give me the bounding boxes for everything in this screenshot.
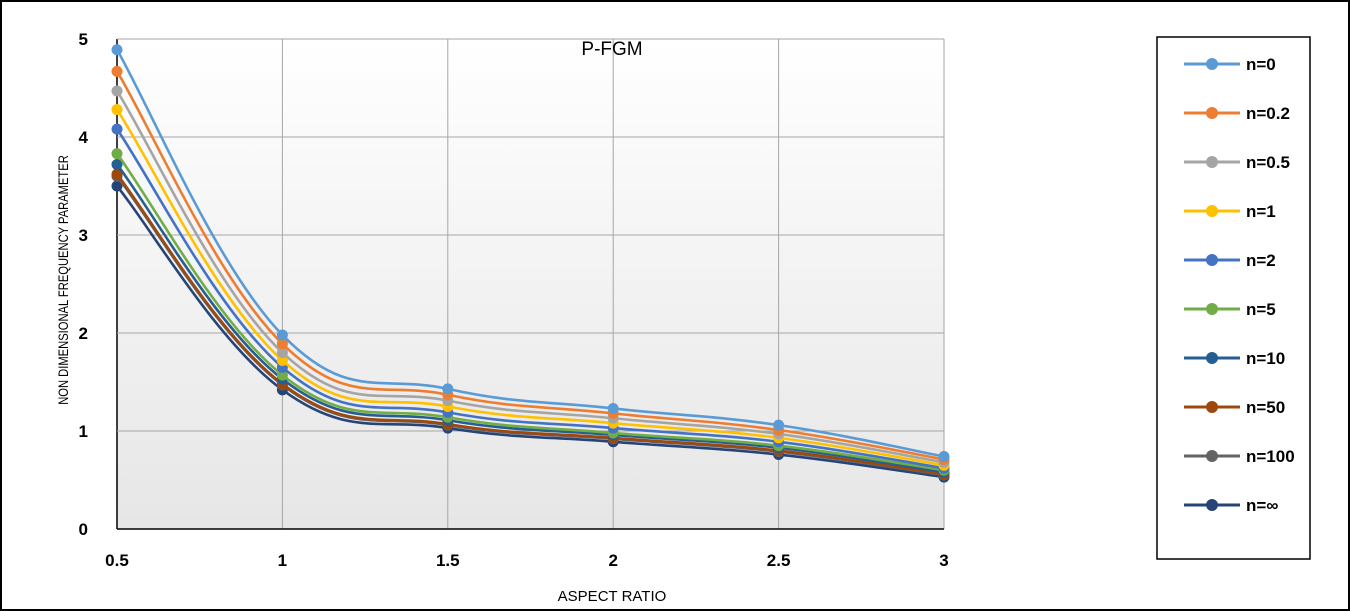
data-point — [111, 123, 123, 135]
plot-area — [117, 39, 944, 529]
legend-item: n=100 — [1184, 447, 1295, 466]
legend-swatch-marker — [1206, 352, 1218, 364]
y-tick-label: 4 — [79, 128, 89, 147]
data-point — [773, 419, 785, 431]
legend-item: n=∞ — [1184, 496, 1278, 515]
legend-swatch-marker — [1206, 450, 1218, 462]
series-line — [115, 185, 945, 479]
data-point — [111, 148, 123, 160]
legend-swatch-marker — [1206, 499, 1218, 511]
data-point — [111, 158, 123, 170]
y-tick-label: 2 — [79, 324, 88, 343]
x-tick-label: 1.5 — [436, 551, 460, 570]
series-n=0 — [111, 44, 950, 462]
data-point — [276, 329, 288, 341]
chart-title: P-FGM — [581, 39, 642, 60]
legend-label: n=5 — [1246, 300, 1276, 319]
legend-label: n=100 — [1246, 447, 1295, 466]
y-axis-title: NON DIMENSIONAL FREQUENCY PARAMETER — [56, 155, 71, 405]
y-tick-label: 5 — [79, 30, 88, 49]
data-point — [938, 450, 950, 462]
data-point — [607, 402, 619, 414]
legend-label: n=0.2 — [1246, 104, 1290, 123]
x-tick-label: 2 — [608, 551, 617, 570]
legend-swatch-marker — [1206, 156, 1218, 168]
data-point — [111, 44, 123, 56]
series-line — [115, 128, 945, 470]
series-line — [115, 152, 945, 472]
y-tick-label: 0 — [79, 520, 88, 539]
legend-item: n=0.5 — [1184, 153, 1290, 172]
data-point — [111, 180, 123, 192]
legend-item: n=50 — [1184, 398, 1285, 417]
data-point — [276, 347, 288, 359]
legend-item: n=0.2 — [1184, 104, 1290, 123]
y-tick-label: 1 — [79, 422, 88, 441]
legend-label: n=0.5 — [1246, 153, 1290, 172]
x-tick-label: 2.5 — [767, 551, 791, 570]
legend-label: n=1 — [1246, 202, 1276, 221]
x-axis-title: ASPECT RATIO — [558, 588, 667, 605]
data-point — [111, 104, 123, 116]
tick-labels: 0.5 1 1.5 2 2.5 3 0 1 2 3 4 5 — [79, 30, 949, 570]
legend-item: n=5 — [1184, 300, 1276, 319]
legend-item: n=2 — [1184, 251, 1276, 270]
legend-label: n=10 — [1246, 349, 1285, 368]
x-tick-label: 3 — [939, 551, 948, 570]
legend-label: n=0 — [1246, 55, 1276, 74]
legend-box — [1156, 36, 1311, 560]
legend: n=0 n=0.2 n=0.5 n=1 n=2 n=5 n=10 n=50 n=100 n=∞ — [1184, 55, 1295, 515]
y-tick-label: 3 — [79, 226, 88, 245]
data-point — [276, 354, 288, 366]
legend-swatch-marker — [1206, 205, 1218, 217]
legend-swatch-marker — [1206, 107, 1218, 119]
legend-swatch-marker — [1206, 303, 1218, 315]
data-point — [111, 168, 123, 180]
x-tick-label: 1 — [278, 551, 287, 570]
legend-label: n=50 — [1246, 398, 1285, 417]
x-tick-label: 0.5 — [105, 551, 129, 570]
data-point — [111, 65, 123, 77]
data-point — [442, 383, 454, 395]
data-point — [276, 338, 288, 350]
legend-label: n=∞ — [1246, 496, 1278, 515]
legend-item: n=0 — [1184, 55, 1276, 74]
data-point — [276, 369, 288, 381]
legend-swatch-marker — [1206, 254, 1218, 266]
legend-swatch-marker — [1206, 58, 1218, 70]
legend-item: n=10 — [1184, 349, 1285, 368]
data-point — [111, 85, 123, 97]
series-line — [115, 173, 945, 476]
legend-swatch-marker — [1206, 401, 1218, 413]
legend-item: n=1 — [1184, 202, 1276, 221]
series-layer — [111, 44, 950, 483]
legend-label: n=2 — [1246, 251, 1276, 270]
series-line — [115, 163, 945, 474]
